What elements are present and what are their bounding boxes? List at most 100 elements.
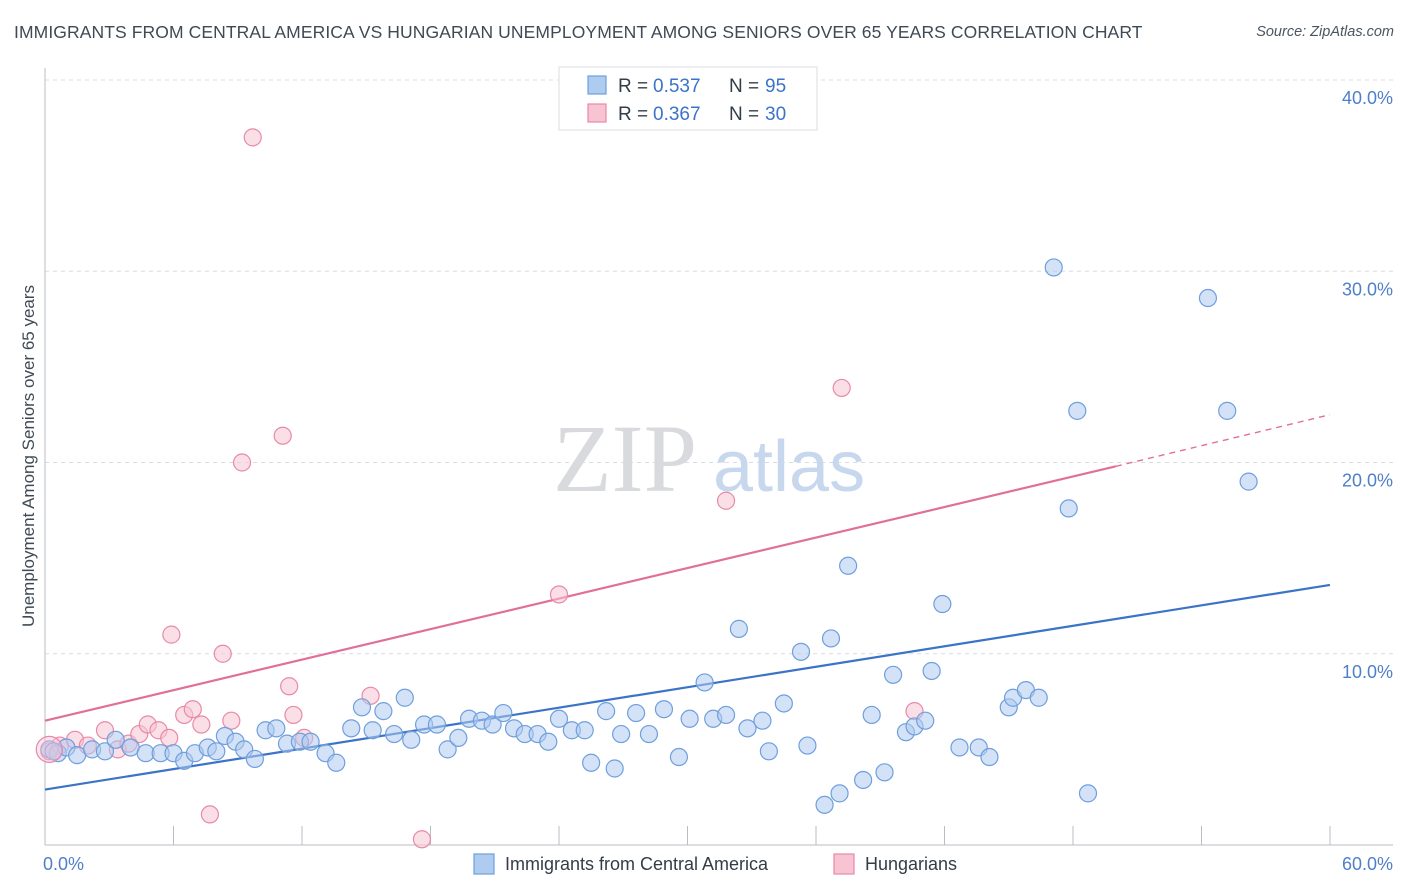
blue-point (791, 642, 811, 661)
blue-point (352, 698, 372, 717)
blue-point (95, 742, 115, 761)
blue-point (438, 740, 457, 759)
top-legend: R = 0.537 N = 95 R = 0.367 N = 30 (558, 66, 818, 131)
y-tick-label: 20.0% (1342, 471, 1393, 491)
watermark: ZIP atlas (553, 405, 865, 512)
blue-point (950, 738, 969, 757)
legend-n-label: N = (729, 104, 759, 125)
blue-point (1059, 499, 1078, 518)
pink-point (284, 705, 303, 725)
pink-point (832, 378, 851, 398)
blue-point (639, 724, 659, 744)
bottom-legend-label: Immigrants from Central America (505, 854, 769, 874)
x-tick-label: 60.0% (1342, 854, 1393, 874)
blue-point (759, 742, 778, 761)
legend-n-label: N = (729, 76, 759, 97)
blue-point (427, 715, 447, 734)
blue-point (774, 694, 793, 713)
legend-r-value: 0.367 (653, 104, 701, 125)
pink-point (192, 715, 211, 734)
blue-point (875, 763, 894, 782)
pink-point (213, 644, 232, 663)
pink-point (232, 453, 252, 472)
pink-point (273, 426, 292, 445)
blue-point (922, 661, 941, 681)
blue-point (575, 721, 594, 740)
data-points (35, 128, 1258, 849)
blue-point (695, 673, 714, 692)
blue-point (654, 700, 674, 719)
blue-point (980, 747, 999, 767)
y-tick-label: 10.0% (1342, 662, 1393, 682)
pink-point (549, 585, 569, 604)
bottom-legend: Immigrants from Central America Hungaria… (473, 853, 957, 875)
blue-point (106, 730, 125, 749)
blue-point (363, 721, 382, 740)
blue-point (374, 702, 393, 721)
blue-point (207, 742, 226, 761)
blue-point (798, 736, 817, 755)
pink-point (716, 491, 736, 510)
blue-point (669, 747, 689, 767)
x-tick-label: 0.0% (43, 854, 84, 874)
y-tick-label: 30.0% (1342, 279, 1393, 299)
blue-point (539, 732, 558, 751)
chart-title: IMMIGRANTS FROM CENTRAL AMERICA VS HUNGA… (14, 22, 1143, 42)
blue-point (1029, 688, 1048, 707)
blue-point (605, 759, 624, 778)
blue-point (1068, 401, 1087, 420)
legend-n-value: 95 (765, 76, 786, 97)
blue-point (753, 711, 772, 730)
blue-point (854, 770, 873, 790)
pink-point (35, 735, 63, 763)
blue-point (597, 702, 616, 721)
bottom-legend-label: Hungarians (865, 854, 957, 874)
blue-point (839, 556, 858, 575)
blue-point (738, 719, 757, 738)
pink-point (412, 830, 432, 849)
legend-r-label: R = (618, 104, 648, 125)
blue-point (626, 703, 646, 723)
blue-point (267, 719, 286, 738)
y-tick-labels: 10.0% 20.0% 30.0% 40.0% (1342, 88, 1393, 682)
blue-point (716, 705, 736, 725)
blue-point (933, 594, 952, 614)
blue-point (1218, 401, 1237, 420)
legend-swatch-blue (587, 75, 607, 95)
blue-point (402, 730, 421, 749)
blue-point (301, 732, 320, 751)
blue-point (862, 705, 881, 725)
pink-point (162, 625, 181, 644)
pink-trend-line (44, 465, 1117, 722)
blue-point (916, 711, 935, 730)
blue-point (821, 629, 841, 648)
pink-point (222, 711, 241, 730)
blue-point (395, 688, 414, 707)
legend-n-value: 30 (765, 104, 786, 125)
blue-point (612, 724, 631, 744)
blue-point (549, 709, 569, 728)
blue-point (245, 749, 264, 769)
blue-point (582, 753, 601, 772)
blue-point (342, 719, 361, 738)
blue-point (327, 753, 346, 772)
x-tick-labels: 0.0% 60.0% (43, 854, 1393, 874)
watermark-zip: ZIP (553, 405, 697, 512)
pink-trend-extension (1115, 414, 1331, 468)
bottom-legend-swatch-pink (833, 853, 855, 875)
legend-r-label: R = (618, 76, 648, 97)
blue-point (449, 728, 468, 748)
blue-point (483, 715, 502, 734)
pink-point (243, 128, 262, 147)
blue-point (1198, 288, 1218, 308)
blue-point (830, 784, 849, 803)
legend-swatch-pink (587, 103, 607, 123)
blue-point (815, 795, 834, 814)
source-label: Source: ZipAtlas.com (1256, 24, 1394, 40)
bottom-legend-swatch-blue (473, 853, 495, 875)
y-tick-label: 40.0% (1342, 88, 1393, 108)
grid-lines (45, 79, 1393, 655)
pink-point (183, 700, 202, 719)
watermark-atlas: atlas (713, 427, 865, 507)
